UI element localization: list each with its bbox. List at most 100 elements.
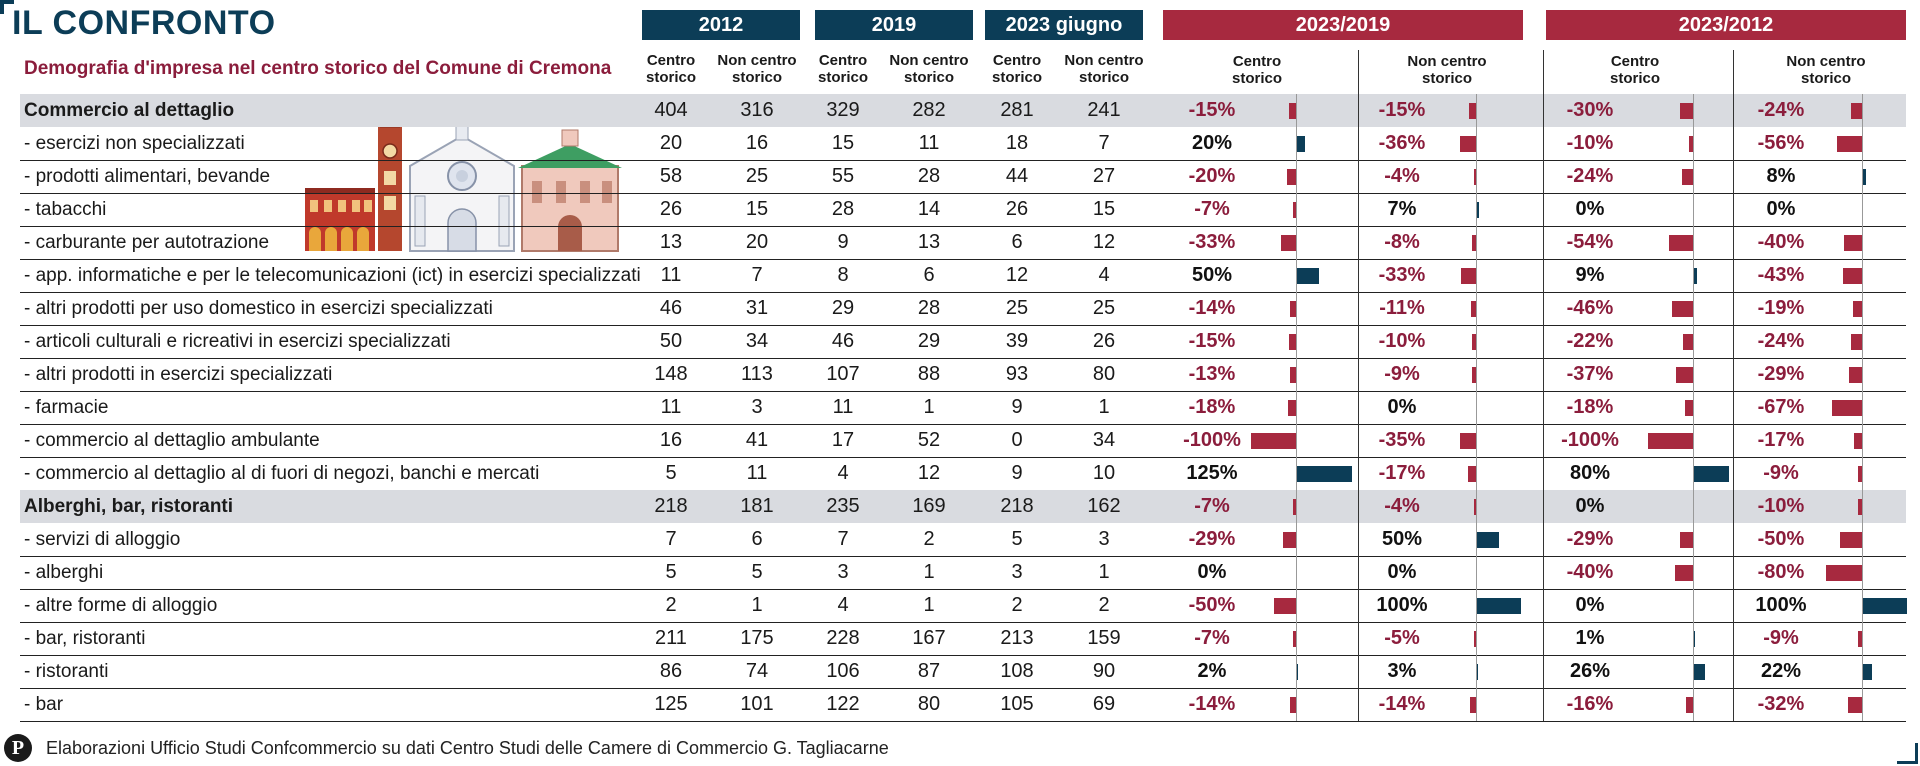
percent-change-label: 20% [1191, 132, 1233, 154]
percent-change-label: -24% [1757, 99, 1805, 121]
count-cell: 27 [1092, 165, 1116, 187]
percent-change-bar [1679, 532, 1693, 548]
table-row [20, 391, 1906, 425]
table-row [20, 622, 1906, 656]
count-cell: 1 [751, 594, 763, 616]
percent-change-bar [1668, 235, 1693, 251]
percent-change-label: 8% [1766, 165, 1796, 187]
percent-change-bar [1672, 301, 1693, 317]
percent-change-bar [1682, 169, 1693, 185]
count-cell: 122 [826, 693, 860, 715]
percent-change-label: -11% [1379, 297, 1425, 319]
row-label: Commercio al dettaglio [24, 100, 235, 121]
count-cell: 6 [751, 528, 763, 550]
count-cell: 1 [923, 561, 935, 583]
count-cell: 7 [1098, 132, 1110, 154]
count-cell: 2 [1011, 594, 1023, 616]
percent-change-bar [1292, 499, 1296, 515]
percent-change-label: 7% [1387, 198, 1417, 220]
subheader-non-centro-storico: Non centro storico [1407, 53, 1487, 87]
count-cell: 16 [659, 429, 683, 451]
percent-change-bar [1290, 367, 1296, 383]
percent-change-bar [1839, 532, 1862, 548]
count-cell: 329 [826, 99, 860, 121]
percent-change-bar [1296, 466, 1353, 482]
count-cell: 26 [1005, 198, 1029, 220]
percent-change-label: -18% [1566, 396, 1614, 418]
count-cell: 28 [917, 297, 941, 319]
percent-change-label: -14% [1188, 297, 1236, 319]
percent-change-label: -40% [1757, 231, 1805, 253]
table-row [20, 688, 1906, 722]
percent-change-bar [1684, 400, 1693, 416]
corner-mark-top-left [0, 0, 14, 14]
percent-change-label: -36% [1378, 132, 1426, 154]
page-title: IL CONFRONTO [12, 4, 276, 42]
page-subtitle: Demografia d'impresa nel centro storico … [24, 58, 612, 79]
count-cell: 31 [745, 297, 769, 319]
percent-change-label: -33% [1378, 264, 1426, 286]
percent-change-bar [1273, 598, 1296, 614]
row-label: - altri prodotti per uso domestico in es… [24, 298, 493, 319]
table-row [20, 193, 1906, 227]
count-cell: 80 [917, 693, 941, 715]
percent-change-label: -15% [1378, 99, 1426, 121]
row-label: - carburante per autotrazione [24, 232, 270, 253]
subheader-non-centro-storico: Non centro storico [1786, 53, 1866, 87]
count-cell: 282 [912, 99, 946, 121]
row-label: - alberghi [24, 562, 104, 583]
count-cell: 25 [745, 165, 769, 187]
count-cell: 11 [918, 132, 940, 154]
percent-change-bar [1693, 466, 1729, 482]
percent-change-label: -29% [1188, 528, 1236, 550]
percent-change-bar [1471, 301, 1476, 317]
count-cell: 6 [1011, 231, 1023, 253]
bar-axis-line [1862, 94, 1863, 721]
percent-change-label: -10% [1757, 495, 1805, 517]
percent-change-bar [1688, 136, 1693, 152]
percent-change-bar [1471, 367, 1476, 383]
subheader-centro-storico: Centro storico [991, 52, 1042, 86]
count-cell: 29 [831, 297, 855, 319]
percent-change-label: 100% [1755, 594, 1807, 616]
table-row [20, 325, 1906, 359]
subheader-non-centro-storico: Non centro storico [889, 52, 969, 86]
table-row [20, 127, 1906, 161]
count-cell: 5 [665, 462, 677, 484]
percent-change-label: -9% [1384, 363, 1420, 385]
percent-change-label: -100% [1561, 429, 1619, 451]
count-cell: 0 [1011, 429, 1023, 451]
percent-change-label: -37% [1566, 363, 1614, 385]
percent-change-bar [1292, 631, 1296, 647]
percent-change-bar [1862, 169, 1866, 185]
percent-change-bar [1476, 202, 1480, 218]
count-cell: 13 [659, 231, 683, 253]
count-cell: 3 [837, 561, 849, 583]
percent-change-label: 0% [1387, 396, 1417, 418]
percent-change-label: -17% [1757, 429, 1805, 451]
count-cell: 8 [837, 264, 849, 286]
percent-change-bar [1289, 697, 1296, 713]
count-cell: 4 [1098, 264, 1110, 286]
percent-change-bar [1296, 268, 1319, 284]
percent-change-label: -7% [1194, 495, 1230, 517]
table-category-row [20, 490, 1906, 523]
percent-change-label: -14% [1378, 693, 1426, 715]
percent-change-bar [1683, 334, 1693, 350]
count-cell: 28 [917, 165, 941, 187]
table-row [20, 160, 1906, 194]
count-cell: 88 [917, 363, 941, 385]
percent-change-bar [1469, 103, 1476, 119]
percent-change-label: -40% [1566, 561, 1614, 583]
year-header-2023-giugno: 2023 giugno [985, 10, 1143, 40]
percent-change-label: 0% [1575, 594, 1605, 616]
percent-change-label: 9% [1575, 264, 1605, 286]
count-cell: 167 [912, 627, 946, 649]
count-cell: 1 [923, 594, 935, 616]
count-cell: 4 [837, 462, 849, 484]
percent-change-label: 0% [1387, 561, 1417, 583]
count-cell: 9 [837, 231, 849, 253]
count-cell: 3 [1011, 561, 1023, 583]
percent-change-label: 0% [1766, 198, 1796, 220]
percent-change-bar [1292, 202, 1296, 218]
